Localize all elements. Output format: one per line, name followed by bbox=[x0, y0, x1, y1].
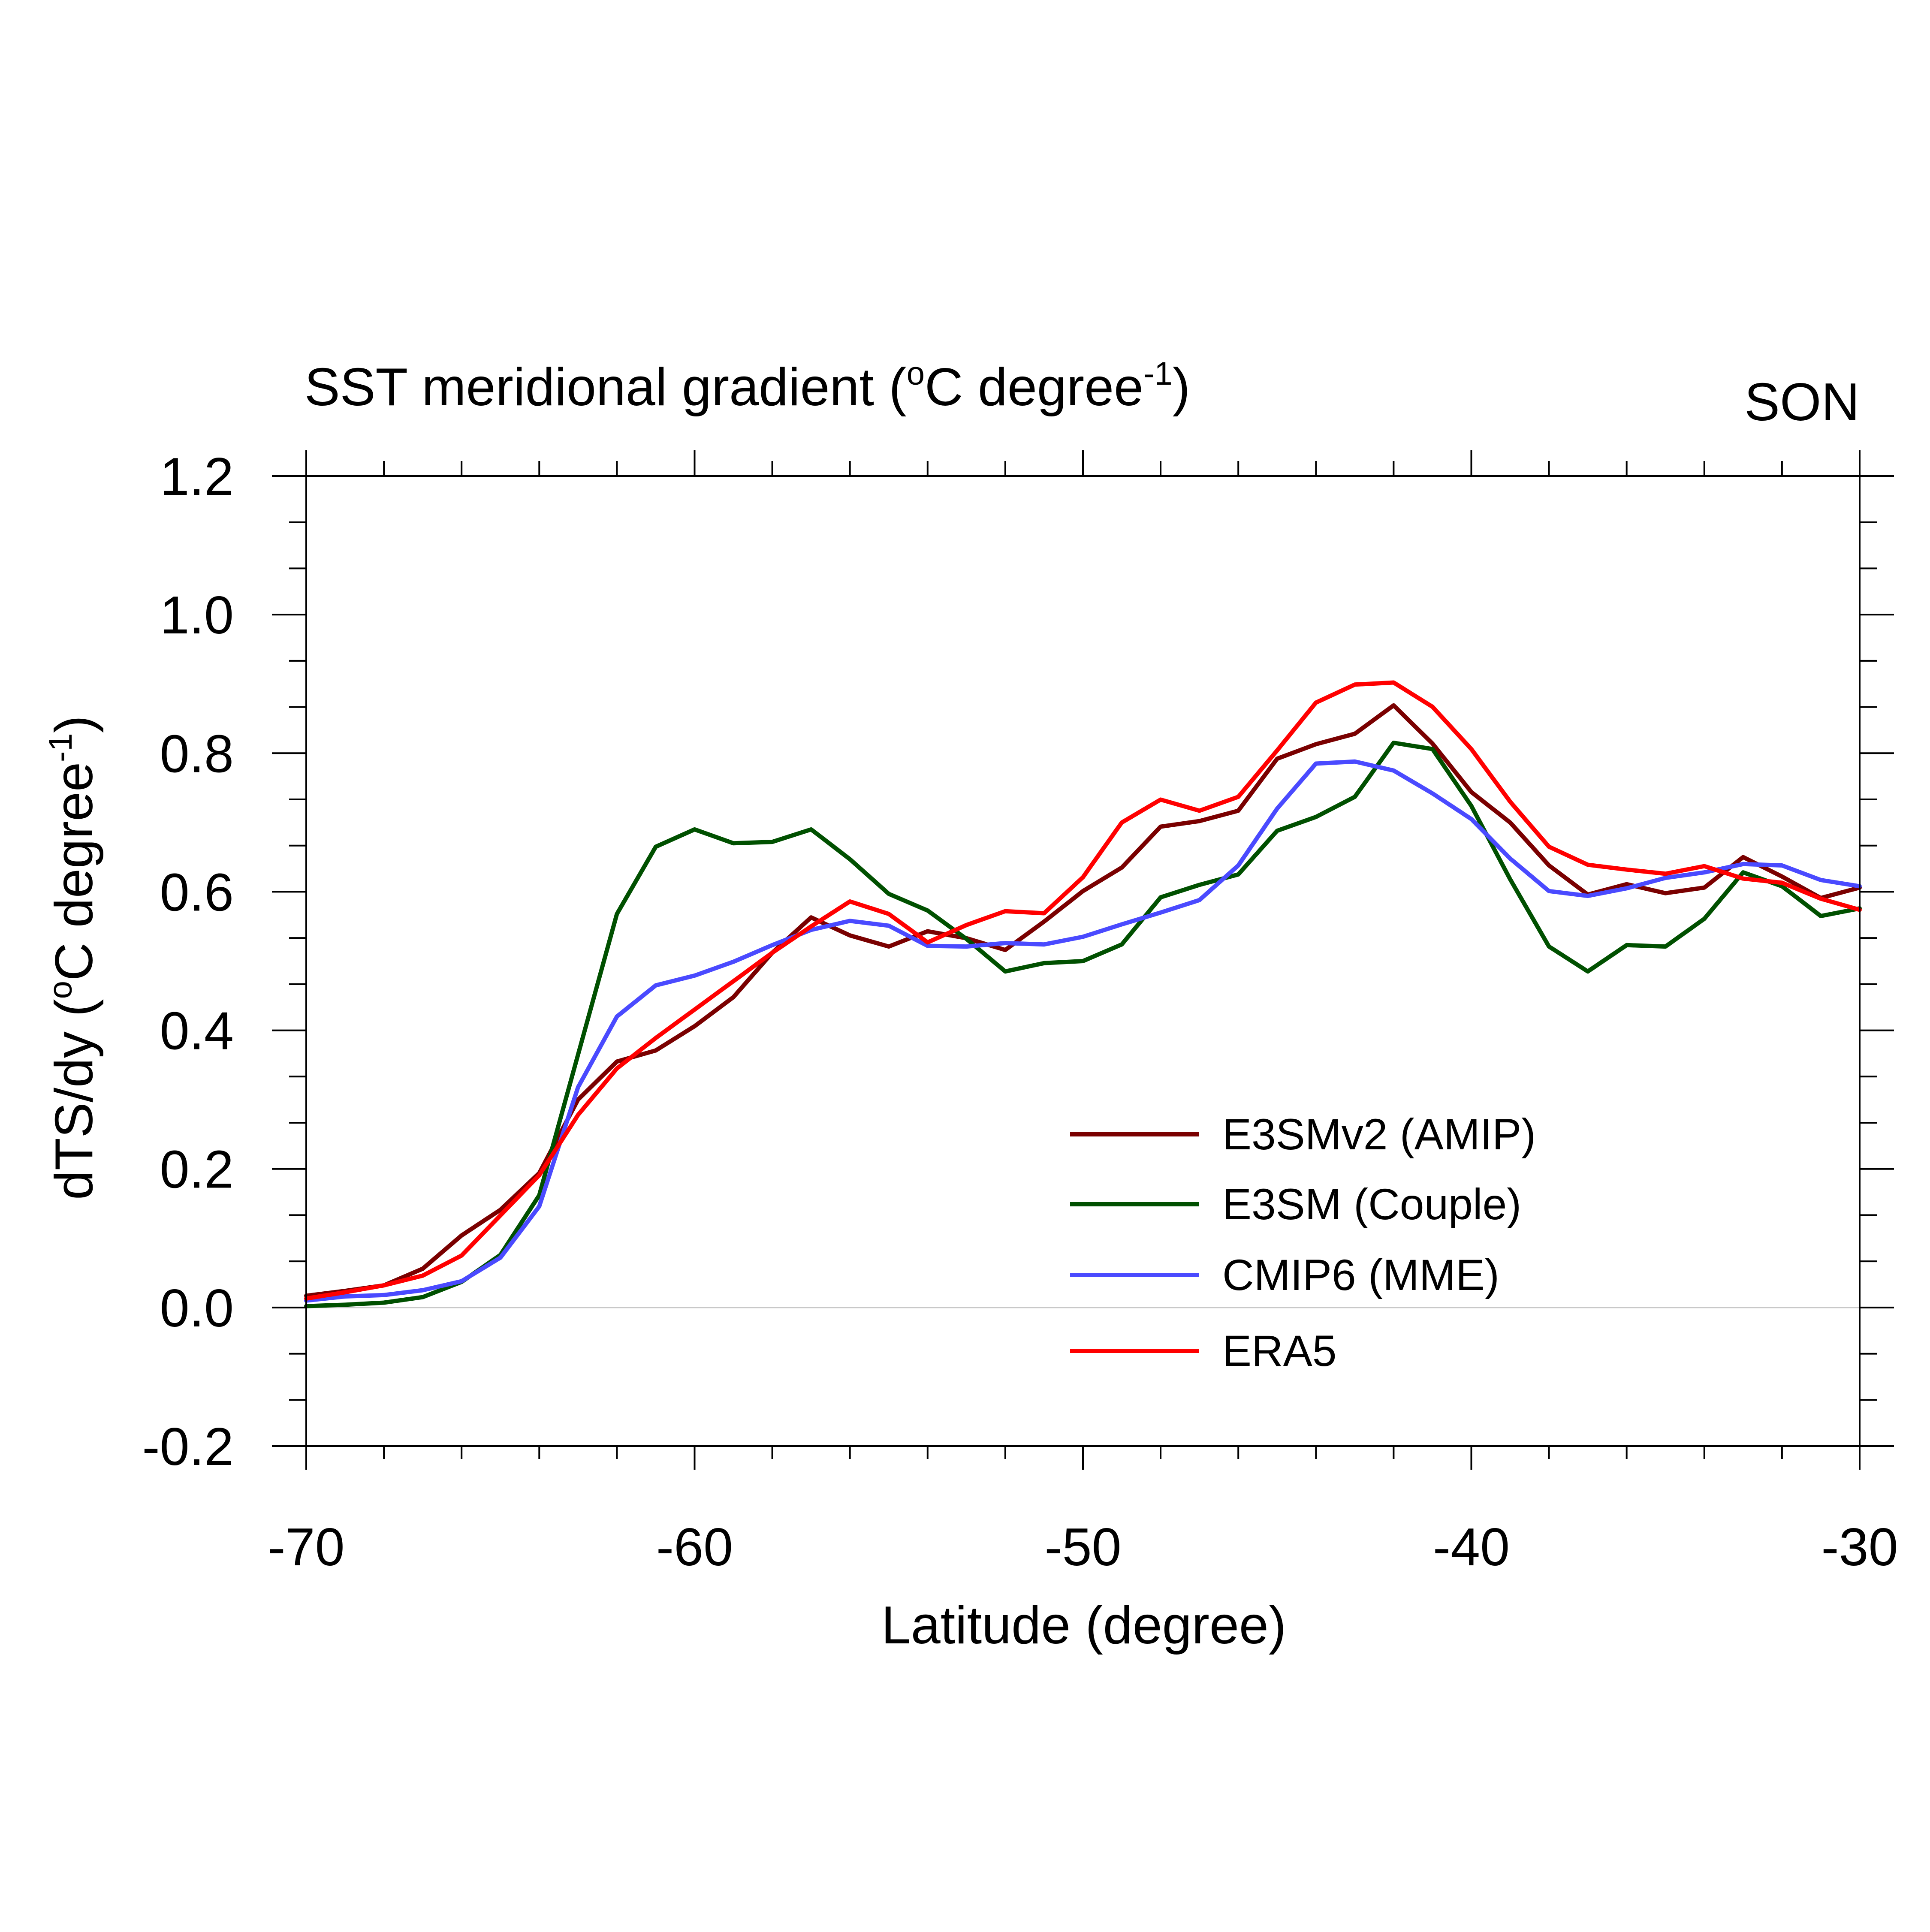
y-tick-label: -0.2 bbox=[142, 1417, 234, 1477]
y-axis-label: dTS/dy (oC degree-1) bbox=[42, 715, 104, 1200]
y-tick-label: 0.2 bbox=[160, 1140, 234, 1200]
y-tick-label: 1.2 bbox=[160, 447, 234, 506]
legend-label-1: E3SM (Couple) bbox=[1222, 1180, 1521, 1229]
y-tick-label: 0.6 bbox=[160, 863, 234, 922]
y-tick-label: 0.0 bbox=[160, 1279, 234, 1338]
legend-label-0: E3SMv2 (AMIP) bbox=[1222, 1110, 1536, 1159]
legend: E3SMv2 (AMIP) E3SM (Couple) CMIP6 (MME) ERA… bbox=[1070, 1110, 1536, 1375]
series-line-3 bbox=[304, 680, 1862, 1301]
x-tick-label: -40 bbox=[1433, 1518, 1510, 1577]
season-label: SON bbox=[1744, 373, 1860, 432]
chart-title: SST meridional gradient (oC degree-1) bbox=[305, 356, 1190, 417]
legend-label-3: ERA5 bbox=[1222, 1326, 1336, 1375]
x-tick-label: -60 bbox=[656, 1518, 733, 1577]
series-line-2 bbox=[304, 759, 1862, 1303]
x-tick-label: -50 bbox=[1044, 1518, 1121, 1577]
y-tick-label: 0.8 bbox=[160, 724, 234, 784]
y-tick-label: 1.0 bbox=[160, 586, 234, 645]
x-axis-ticks: -70 -60 -50 -40 -30 bbox=[268, 450, 1898, 1577]
legend-label-2: CMIP6 (MME) bbox=[1222, 1251, 1499, 1299]
x-tick-label: -70 bbox=[268, 1518, 344, 1577]
series-group bbox=[304, 680, 1862, 1308]
x-axis-label: Latitude (degree) bbox=[881, 1596, 1286, 1655]
y-tick-label: 0.4 bbox=[160, 1002, 234, 1061]
series-line-1 bbox=[304, 741, 1862, 1308]
y-axis-ticks: -0.2 0.0 0.2 0.4 0.6 0.8 1.0 1.2 bbox=[142, 447, 1894, 1477]
x-tick-label: -30 bbox=[1821, 1518, 1898, 1577]
